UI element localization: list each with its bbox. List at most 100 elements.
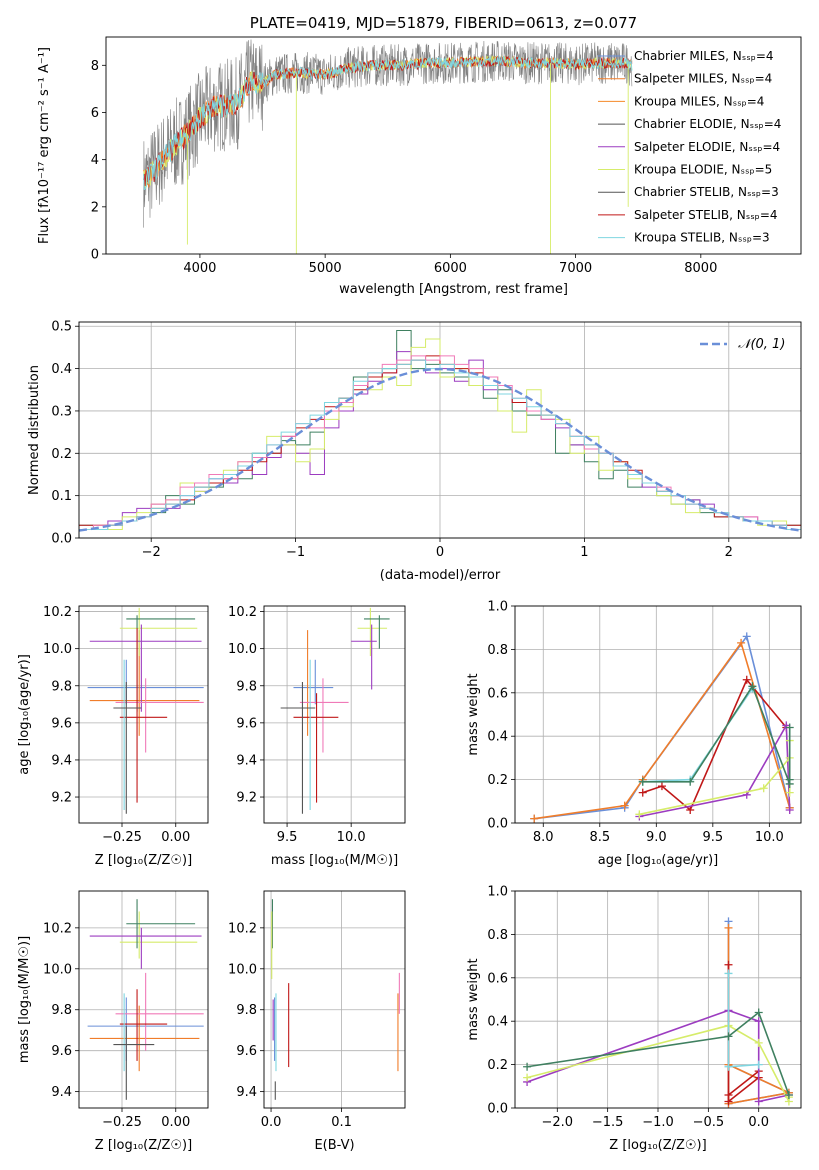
x-tick-label: 0.1 [331, 1115, 352, 1130]
x-tick-label: −1.0 [642, 1115, 674, 1130]
plot-area [87, 607, 204, 814]
plot-area [271, 899, 400, 1100]
mass-weight-marker [523, 1062, 532, 1071]
x-axis-label: Z [log₁₀(Z/Z☉)] [95, 1138, 192, 1153]
y-tick-label: 0.4 [51, 362, 72, 377]
mass-weight-marker [754, 1038, 763, 1047]
x-axis-label: Z [log₁₀(Z/Z☉)] [609, 1138, 706, 1153]
y-tick-label: 2 [91, 200, 99, 215]
mass-weight-marker [724, 923, 733, 932]
x-tick-label: 8000 [684, 261, 717, 276]
plot-area [280, 607, 390, 814]
x-axis-label: age [log₁₀(age/yr)] [598, 853, 719, 868]
x-tick-label: 5000 [309, 261, 342, 276]
y-axis-label: Flux [fλ10⁻¹⁷ erg cm⁻² s⁻¹ A⁻¹] [37, 47, 52, 244]
x-tick-label: 9.5 [277, 830, 298, 845]
x-tick-label: 0.0 [748, 1115, 769, 1130]
mass-weight-marker [742, 632, 751, 641]
panel-massweight-vs-age: 8.0 8.5 9.0 9.5 10.0 0.0 0.2 0.4 0.6 0.8 1.0 age [l… [466, 600, 802, 868]
legend-label: Salpeter MILES, Nₛₛₚ=4 [634, 72, 772, 86]
y-tick-label: 8 [91, 59, 99, 74]
y-tick-label: 9.6 [236, 716, 257, 731]
mass-weight-marker [724, 969, 733, 978]
legend-label: Salpeter STELIB, Nₛₛₚ=4 [634, 208, 778, 222]
x-tick-label: 8.0 [533, 830, 554, 845]
x-tick-label: −0.25 [102, 1115, 142, 1130]
mass-weight-marker [523, 1073, 532, 1082]
y-tick-label: 4 [91, 153, 99, 168]
x-tick-label: 7000 [559, 261, 592, 276]
x-axis-label: (data-model)/error [380, 568, 501, 583]
mass-weight-marker [724, 960, 733, 969]
y-tick-label: 10.2 [43, 921, 72, 936]
mass-weight-marker [737, 638, 746, 647]
panel-age-vs-mass: 9.5 10.0 9.2 9.4 9.6 9.8 10.0 10.2 mass [log₁₀(M… [228, 605, 406, 868]
mass-weight-marker [638, 788, 647, 797]
y-tick-label: 0.0 [487, 817, 508, 832]
y-axis-label: Normed distribution [27, 365, 42, 495]
x-tick-label: 9.5 [702, 830, 723, 845]
x-tick-label: 10.0 [755, 830, 784, 845]
x-tick-label: −0.25 [102, 830, 142, 845]
x-tick-label: 10.0 [337, 830, 366, 845]
mass-weight-marker [686, 777, 695, 786]
x-tick-label: −1.5 [592, 1115, 624, 1130]
y-tick-label: 0.2 [51, 447, 72, 462]
y-tick-label: 0.1 [51, 489, 72, 504]
y-tick-label: 9.8 [51, 679, 72, 694]
x-tick-label: 2 [725, 545, 733, 560]
y-tick-label: 1.0 [487, 600, 508, 615]
axes-frame [514, 605, 802, 824]
y-tick-label: 10.2 [228, 605, 257, 620]
mass-weight-marker [785, 788, 794, 797]
x-tick-label: 0 [436, 545, 444, 560]
y-tick-label: 6 [91, 106, 99, 121]
y-tick-label: 9.4 [51, 753, 72, 768]
legend-label: Kroupa MILES, Nₛₛₚ=4 [634, 94, 764, 108]
chart-title: PLATE=0419, MJD=51879, FIBERID=0613, z=0… [250, 14, 637, 32]
y-tick-label: 1.0 [487, 885, 508, 900]
legend-label: Kroupa STELIB, Nₛₛₚ=3 [634, 231, 770, 245]
y-axis-label: mass weight [466, 958, 481, 1040]
x-tick-label: −1 [286, 545, 305, 560]
panel-mass-vs-ebv: 0.0 0.1 9.4 9.6 9.8 10.0 10.2 E(B-V) [228, 890, 406, 1153]
y-tick-label: 10.0 [43, 962, 72, 977]
panel-residuals: −2 −1 0 1 2 0.0 0.1 0.2 0.3 0.4 0.5 (data-model)/er… [27, 320, 802, 583]
y-tick-label: 9.6 [236, 1044, 257, 1059]
axes-frame [263, 605, 406, 824]
x-tick-label: −2.0 [542, 1115, 574, 1130]
y-tick-label: 9.6 [51, 716, 72, 731]
axes-frame [105, 36, 802, 255]
mass-weight-marker [754, 1060, 763, 1069]
x-axis-label: wavelength [Angstrom, rest frame] [339, 282, 568, 297]
y-tick-label: 9.2 [51, 791, 72, 806]
mass-weight-marker [724, 1090, 733, 1099]
y-tick-label: 10.2 [43, 605, 72, 620]
y-tick-label: 9.8 [236, 679, 257, 694]
mass-weight-marker [620, 801, 629, 810]
x-axis-label: mass [log₁₀(M/M☉)] [271, 853, 398, 868]
x-tick-label: 1 [580, 545, 588, 560]
y-tick-label: 9.4 [51, 1085, 72, 1100]
y-tick-label: 0.0 [487, 1102, 508, 1117]
y-tick-label: 0.5 [51, 320, 72, 335]
x-tick-label: −0.5 [693, 1115, 725, 1130]
y-tick-label: 9.8 [51, 1003, 72, 1018]
mass-weight-marker [754, 1097, 763, 1106]
y-tick-label: 0.2 [487, 773, 508, 788]
y-axis-label: mass [log₁₀(M/M☉)] [17, 936, 32, 1063]
mass-weight-marker [785, 723, 794, 732]
x-axis-label: E(B-V) [314, 1138, 354, 1153]
y-tick-label: 9.8 [236, 1003, 257, 1018]
panel-mass-vs-Z: −0.25 0.00 9.4 9.6 9.8 10.0 10.2 Z [log₁₀(Z/Z☉)… [17, 890, 209, 1153]
legend-label: Chabrier ELODIE, Nₛₛₚ=4 [634, 117, 781, 131]
mass-weight-marker [686, 805, 695, 814]
legend-label: Salpeter ELODIE, Nₛₛₚ=4 [634, 140, 780, 154]
mass-weight-series [534, 641, 791, 820]
mass-weight-marker [724, 1062, 733, 1071]
axes-frame [514, 890, 802, 1109]
legend-label: Chabrier MILES, Nₛₛₚ=4 [634, 49, 774, 63]
mass-weight-marker [754, 1008, 763, 1017]
panel-massweight-vs-Z: −2.0 −1.5 −1.0 −0.5 0.0 0.0 0.2 0.4 0.6 0.8 1.0 Z [… [466, 885, 802, 1153]
y-tick-label: 10.0 [43, 642, 72, 657]
